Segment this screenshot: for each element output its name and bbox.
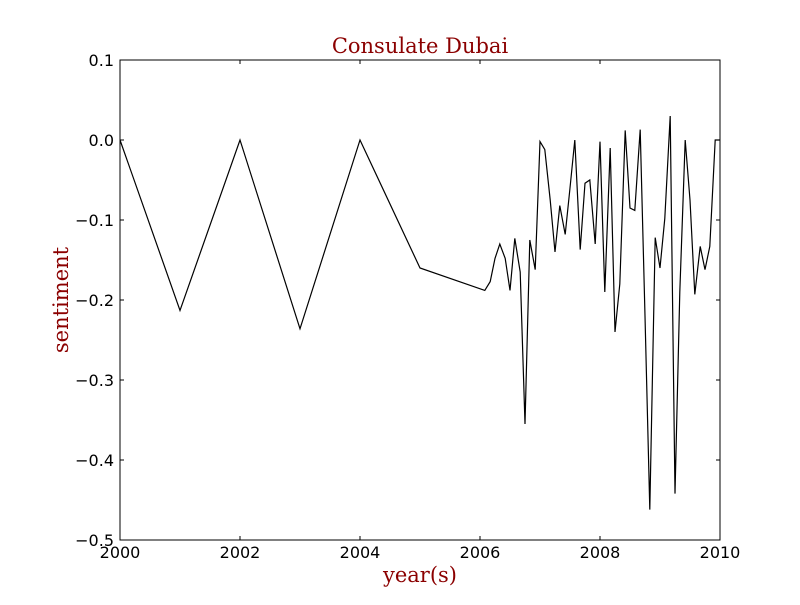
y-tick-label: 0.1 — [89, 51, 114, 70]
chart-title: Consulate Dubai — [332, 34, 509, 58]
y-tick-label: 0.0 — [89, 131, 114, 150]
y-tick-label: −0.2 — [75, 291, 114, 310]
y-tick-label: −0.4 — [75, 451, 114, 470]
y-tick-label: −0.3 — [75, 371, 114, 390]
y-tick-label: −0.1 — [75, 211, 114, 230]
series-group — [119, 115, 720, 510]
x-axis-label: year(s) — [382, 563, 457, 587]
x-tick-label: 2008 — [580, 543, 621, 562]
x-tick-label: 2010 — [700, 543, 741, 562]
y-axis-label: sentiment — [49, 246, 73, 353]
ticks-group: 2000 2002 2004 2006 2008 2010 0.1 0.0 −0.1 −0.2 −0… — [75, 51, 740, 562]
x-tick-label: 2006 — [460, 543, 501, 562]
series-line — [119, 115, 720, 510]
plot-frame — [119, 59, 721, 541]
y-tick-label: −0.5 — [75, 531, 114, 550]
x-tick-label: 2000 — [100, 543, 141, 562]
x-tick-label: 2002 — [220, 543, 261, 562]
x-tick-label: 2004 — [340, 543, 381, 562]
